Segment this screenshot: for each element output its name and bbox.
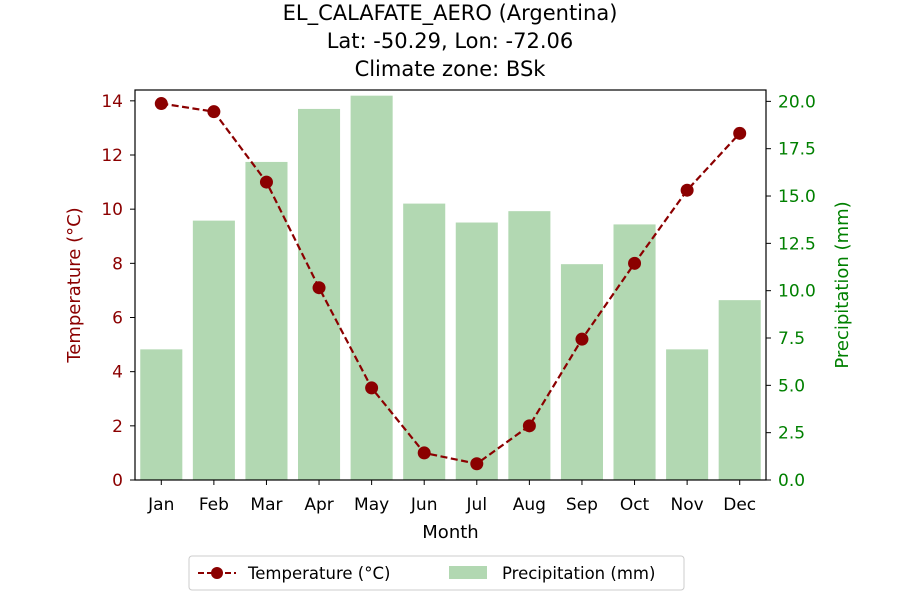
- precipitation-tick-label-10.0: 10.0: [778, 282, 816, 302]
- precipitation-bar-nov: [666, 349, 709, 480]
- x-tick-label-jul: Jul: [466, 495, 488, 515]
- temperature-point-dec: [733, 126, 747, 140]
- x-tick-label-nov: Nov: [671, 495, 704, 515]
- temperature-point-mar: [259, 175, 273, 189]
- plot-frame: [134, 89, 767, 481]
- precipitation-bar-jun: [403, 203, 446, 481]
- x-tick-label-sep: Sep: [566, 495, 598, 515]
- chart-title: EL_CALAFATE_AERO (Argentina) Lat: -50.29,…: [283, 1, 618, 81]
- precipitation-tick-label-20.0: 20.0: [778, 92, 816, 112]
- x-axis-label: Month: [422, 522, 478, 543]
- temperature-point-jun: [417, 446, 431, 460]
- temperature-point-jan: [154, 97, 168, 111]
- precipitation-bar-feb: [192, 220, 235, 480]
- chart-title-line-2: Lat: -50.29, Lon: -72.06: [327, 29, 574, 53]
- temperature-point-may: [365, 381, 379, 395]
- precipitation-tick-label-5.0: 5.0: [778, 376, 805, 396]
- legend-precipitation-label: Precipitation (mm): [502, 564, 655, 583]
- temperature-axis: 0 2 4 6 8 10 12 14: [101, 92, 135, 491]
- temperature-tick-label-0: 0: [112, 471, 123, 491]
- temperature-point-nov: [680, 183, 694, 197]
- temperature-point-aug: [522, 419, 536, 433]
- x-axis: Jan Feb Mar Apr May Jun Jul Aug Sep Oct Nov Dec: [147, 480, 756, 515]
- legend: Temperature (°C) Precipitation (mm): [188, 555, 685, 591]
- temperature-tick-label-14: 14: [101, 92, 123, 112]
- temperature-tick-label-6: 6: [112, 309, 123, 329]
- temperature-point-jul: [470, 457, 484, 471]
- x-tick-label-apr: Apr: [304, 495, 333, 515]
- temperature-axis-label: Temperature (°C): [64, 207, 85, 363]
- precipitation-tick-label-17.5: 17.5: [778, 140, 816, 160]
- precipitation-tick-label-15.0: 15.0: [778, 187, 816, 207]
- temperature-tick-label-8: 8: [112, 254, 123, 274]
- temperature-tick-label-10: 10: [101, 200, 123, 220]
- temperature-tick-label-2: 2: [112, 417, 123, 437]
- temperature-line-path: [161, 102, 741, 465]
- temperature-tick-label-4: 4: [112, 363, 123, 383]
- precipitation-bar-jan: [140, 349, 183, 480]
- chart-title-line-1: EL_CALAFATE_AERO (Argentina): [283, 1, 618, 26]
- precipitation-tick-label-12.5: 12.5: [778, 234, 816, 254]
- legend-temperature-label: Temperature (°C): [247, 564, 390, 583]
- precipitation-bar-apr: [298, 108, 341, 480]
- legend-box: [188, 555, 685, 591]
- precipitation-tick-label-7.5: 7.5: [778, 329, 805, 349]
- precipitation-tick-label-0.0: 0.0: [778, 471, 805, 491]
- precipitation-bar-sep: [560, 264, 603, 480]
- precipitation-bar-aug: [508, 211, 551, 481]
- temperature-point-feb: [207, 105, 221, 119]
- precipitation-tick-label-2.5: 2.5: [778, 424, 805, 444]
- x-tick-label-jan: Jan: [147, 495, 174, 515]
- temperature-tick-label-12: 12: [101, 146, 123, 166]
- temperature-point-oct: [628, 256, 642, 270]
- x-tick-label-feb: Feb: [199, 495, 229, 515]
- precipitation-axis: 0.0 2.5 5.0 7.5 10.0 12.5 15.0 17.5 20.0: [766, 92, 816, 491]
- temperature-point-apr: [312, 281, 326, 295]
- x-tick-label-aug: Aug: [513, 495, 546, 515]
- precipitation-bar-jul: [455, 222, 498, 480]
- x-tick-label-dec: Dec: [723, 495, 756, 515]
- x-tick-label-mar: Mar: [250, 495, 282, 515]
- legend-temperature-marker: [211, 567, 223, 579]
- precipitation-bar-dec: [718, 300, 761, 480]
- precipitation-bars: [140, 95, 761, 481]
- temperature-line: [154, 97, 747, 471]
- precipitation-axis-label: Precipitation (mm): [832, 201, 853, 368]
- x-tick-label-oct: Oct: [620, 495, 650, 515]
- legend-precipitation-swatch: [449, 566, 487, 579]
- x-tick-label-may: May: [354, 495, 389, 515]
- temperature-point-sep: [575, 332, 589, 346]
- chart-title-line-3: Climate zone: BSk: [355, 57, 547, 81]
- x-tick-label-jun: Jun: [410, 495, 438, 515]
- precipitation-bar-mar: [245, 161, 288, 480]
- precipitation-bar-may: [350, 95, 393, 480]
